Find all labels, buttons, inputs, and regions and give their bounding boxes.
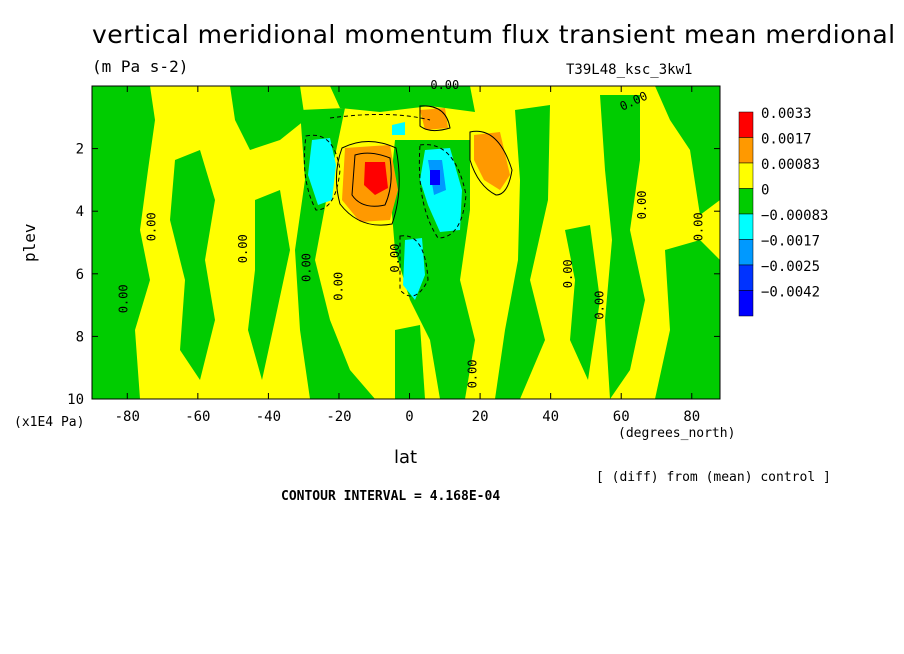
x-tick-label: 0	[405, 409, 413, 425]
legend-swatch	[738, 111, 754, 138]
legend-swatch	[738, 188, 754, 215]
contour-label: 0.00	[388, 244, 402, 273]
x-tick-label: -40	[256, 409, 281, 425]
negative-band	[395, 325, 425, 399]
y-tick-label: 4	[76, 204, 84, 220]
contour-label: 0.00	[236, 234, 250, 263]
negative-band	[248, 190, 290, 380]
contour-label: 0.00	[300, 253, 314, 282]
x-tick-label: 60	[613, 409, 630, 425]
legend-label: 0	[761, 183, 769, 199]
contour-lines	[336, 105, 513, 226]
negative-band	[308, 138, 336, 205]
contour-label: 0.00	[466, 360, 480, 389]
legend-label: −0.0042	[761, 285, 820, 301]
contour-label: 0.00	[593, 291, 607, 320]
x-tick-label: -60	[185, 409, 210, 425]
contour-label: 0.00	[635, 190, 649, 219]
legend-label: −0.00083	[761, 208, 828, 224]
negative-band	[655, 86, 720, 215]
legend-swatch	[738, 137, 754, 164]
chart-title: vertical meridional momentum flux transi…	[92, 20, 896, 49]
x-tick-label: 20	[472, 409, 489, 425]
y-tick-label: 2	[76, 142, 84, 158]
positive-band	[420, 108, 448, 130]
y-axis: 2 4 6 8 10	[67, 142, 720, 408]
negative-band	[392, 122, 405, 135]
x-axis: -80 -60 -40 -20 0 20 40 60 80	[115, 86, 700, 425]
x-tick-label: -20	[326, 409, 351, 425]
legend-swatch	[738, 213, 754, 240]
contour-label: 0.00	[561, 259, 575, 288]
color-legend: 0.0033 0.0017 0.00083 0 −0.00083 −0.0017 −0.00…	[738, 106, 828, 317]
diff-note: [ (diff) from (mean) control ]	[596, 470, 831, 485]
contour-interval-note: CONTOUR INTERVAL = 4.168E-04	[281, 489, 501, 504]
chart-units: (m Pa s-2)	[92, 57, 189, 76]
legend-label: −0.0017	[761, 234, 820, 250]
y-tick-label: 10	[67, 392, 84, 408]
negative-band	[330, 86, 475, 112]
negative-band	[565, 225, 600, 380]
positive-band	[364, 162, 388, 195]
run-label: T39L48_ksc_3kw1	[566, 62, 693, 78]
negative-band	[230, 86, 305, 150]
field-layer	[92, 86, 720, 399]
y-axis-label: plev	[20, 223, 39, 262]
contour-label-layer: 0.00 0.00 0.00 0.00 0.00 0.00 0.00 0.00 0.00 0.00…	[116, 78, 705, 388]
negative-band	[655, 240, 720, 399]
legend-swatch	[738, 290, 754, 317]
y-tick-label: 8	[76, 329, 84, 345]
plot-frame	[91, 85, 721, 400]
y-tick-label: 6	[76, 267, 84, 283]
x-axis-unit: (degrees_north)	[618, 426, 736, 441]
legend-label: 0.0017	[761, 132, 812, 148]
x-axis-label: lat	[394, 447, 418, 468]
negative-band	[92, 86, 155, 399]
legend-label: −0.0025	[761, 259, 820, 275]
negative-band	[430, 170, 440, 185]
negative-band	[495, 105, 550, 399]
contour-label: 0.00	[691, 212, 705, 241]
legend-swatch	[738, 239, 754, 266]
contour-label: 0.00	[116, 284, 130, 313]
negative-contour-lines	[303, 113, 467, 297]
negative-band	[170, 150, 215, 380]
contour-label: 0.00	[331, 272, 345, 301]
legend-swatch	[738, 264, 754, 291]
x-tick-label: 80	[683, 409, 700, 425]
y-axis-unit: (x1E4 Pa)	[14, 415, 85, 430]
legend-label: 0.00083	[761, 157, 820, 173]
negative-band	[600, 95, 645, 399]
x-tick-label: 40	[542, 409, 559, 425]
x-tick-label: -80	[115, 409, 140, 425]
legend-label: 0.0033	[761, 106, 812, 122]
contour-label: 0.00	[145, 212, 159, 241]
negative-band	[403, 238, 425, 300]
contour-label: 0.00	[430, 78, 459, 92]
legend-swatch	[738, 162, 754, 189]
